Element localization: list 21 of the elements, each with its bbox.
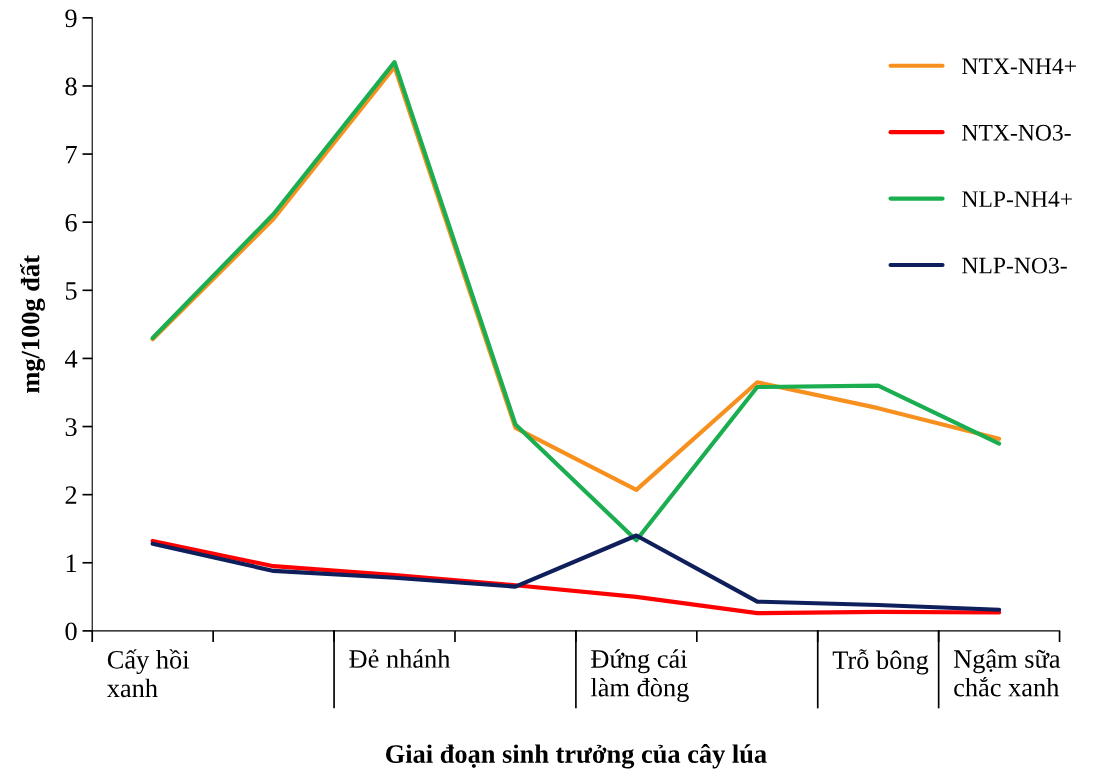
y-tick-label: 2 bbox=[65, 486, 77, 504]
y-tick-label: 1 bbox=[66, 554, 77, 572]
y-tick-label: 5 bbox=[65, 282, 77, 300]
y-tick-label: 7 bbox=[66, 145, 77, 164]
y-axis-title: mg/100g đất bbox=[19, 255, 46, 393]
x-axis-title: Giai đoạn sinh trưởng của cây lúa bbox=[386, 744, 767, 769]
x-tick-label: Ngậm sữa chắc xanh bbox=[953, 649, 1061, 697]
y-tick-label: 0 bbox=[65, 622, 77, 641]
legend-label: NLP-NH4+ bbox=[962, 191, 1072, 207]
x-tick-label: Trỗ bông bbox=[832, 649, 929, 675]
x-tick-label: Đứng cái làm đòng bbox=[590, 649, 689, 702]
x-tick-label: Cấy hồi xanh bbox=[106, 649, 190, 698]
y-tick-label: 3 bbox=[65, 418, 77, 436]
y-tick-label: 4 bbox=[64, 350, 78, 368]
legend-label: NLP-NO3- bbox=[962, 257, 1067, 274]
y-tick-label: 9 bbox=[65, 9, 77, 28]
y-tick-label: 6 bbox=[65, 213, 77, 232]
legend-label: NTX-NH4+ bbox=[962, 58, 1076, 75]
y-tick-label: 8 bbox=[65, 77, 77, 96]
x-tick-label: Đẻ nhánh bbox=[349, 649, 451, 668]
legend-label: NTX-NO3- bbox=[962, 124, 1071, 141]
